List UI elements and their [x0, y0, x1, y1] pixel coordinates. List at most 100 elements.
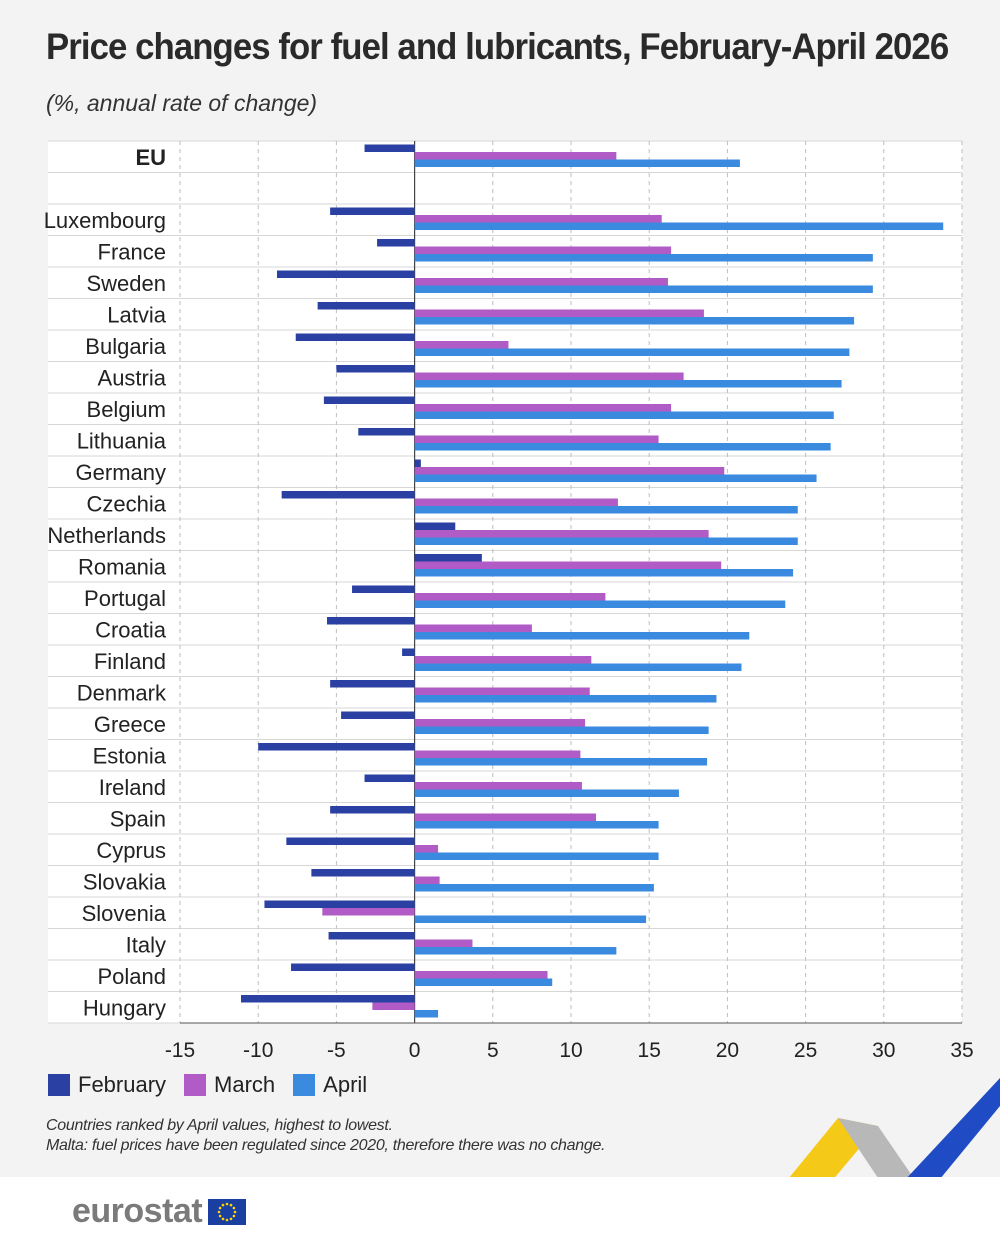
category-label-romania: Romania — [78, 554, 167, 579]
legend-swatch-march — [184, 1074, 207, 1096]
flag-star — [225, 1202, 229, 1205]
x-tick-label: -10 — [243, 1039, 273, 1062]
bar-march-netherlands — [414, 530, 709, 538]
category-label-austria: Austria — [98, 365, 167, 390]
flag-star — [232, 1214, 236, 1217]
category-label-portugal: Portugal — [84, 586, 166, 611]
bar-april-poland — [414, 978, 553, 986]
bar-february-finland — [402, 648, 415, 656]
flag-star — [217, 1210, 221, 1213]
bar-march-finland — [414, 656, 592, 664]
bar-february-germany — [414, 459, 421, 467]
row-band-slovakia — [48, 865, 962, 897]
x-tick-label: 25 — [794, 1039, 817, 1062]
bar-march-italy — [414, 939, 473, 947]
chart-notes: Countries ranked by April values, highes… — [46, 1116, 605, 1156]
legend: February March April — [48, 1072, 367, 1098]
bar-february-slovakia — [311, 869, 415, 877]
bar-april-eu — [414, 159, 740, 167]
bar-february-denmark — [330, 680, 415, 688]
bar-april-croatia — [414, 632, 750, 640]
bar-march-sweden — [414, 278, 668, 286]
category-label-estonia: Estonia — [93, 743, 167, 768]
bar-april-denmark — [414, 695, 717, 703]
bar-april-estonia — [414, 758, 708, 766]
bar-february-czechia — [281, 491, 415, 499]
category-label-croatia: Croatia — [95, 617, 167, 642]
bar-february-romania — [414, 554, 482, 562]
bar-april-germany — [414, 474, 817, 482]
flag-star — [218, 1214, 222, 1217]
category-label-finland: Finland — [94, 649, 166, 674]
x-tick-label: 30 — [872, 1039, 895, 1062]
category-label-france: France — [98, 239, 166, 264]
legend-label-march: March — [214, 1072, 276, 1097]
bar-april-slovenia — [414, 915, 647, 923]
category-label-latvia: Latvia — [107, 302, 166, 327]
bar-march-latvia — [414, 309, 704, 317]
x-tick-label: -15 — [165, 1039, 195, 1062]
bar-march-germany — [414, 467, 725, 475]
bar-march-cyprus — [414, 845, 439, 853]
row-band-gap — [48, 172, 962, 204]
x-axis-ticks: -15 -10 -5 0 5 10 15 20 25 30 35 — [165, 1039, 974, 1062]
ribbon-grey — [838, 1118, 926, 1196]
bar-february-spain — [330, 806, 415, 814]
ribbon-blue — [890, 1078, 1000, 1196]
note-ranking: Countries ranked by April values, highes… — [46, 1117, 393, 1134]
flag-star — [229, 1203, 233, 1206]
bar-march-slovakia — [414, 876, 440, 884]
x-tick-label: 35 — [950, 1039, 973, 1062]
bar-march-france — [414, 246, 672, 254]
category-label-spain: Spain — [110, 806, 166, 831]
category-label-lithuania: Lithuania — [77, 428, 167, 453]
flag-star — [221, 1217, 225, 1220]
bar-march-hungary — [372, 1002, 415, 1010]
bar-april-lithuania — [414, 443, 831, 451]
category-label-greece: Greece — [94, 712, 166, 737]
bar-february-cyprus — [286, 837, 415, 845]
bar-april-czechia — [414, 506, 798, 514]
bar-march-poland — [414, 971, 548, 979]
bar-april-luxembourg — [414, 222, 944, 230]
category-label-italy: Italy — [126, 932, 166, 957]
footer — [0, 1177, 1000, 1250]
row-band-cyprus — [48, 834, 962, 866]
bar-chart: EU Luxembourg France Sweden Latvia Bulgaria Au… — [44, 140, 974, 1062]
bar-march-lithuania — [414, 435, 659, 443]
bar-april-slovakia — [414, 884, 654, 892]
bar-march-croatia — [414, 624, 532, 632]
category-label-denmark: Denmark — [77, 680, 167, 705]
bar-april-netherlands — [414, 537, 798, 545]
category-label-poland: Poland — [97, 964, 166, 989]
bar-march-spain — [414, 813, 597, 821]
legend-item-march: March — [184, 1072, 275, 1098]
bar-april-latvia — [414, 317, 855, 325]
category-labels: EU Luxembourg France Sweden Latvia Bulgaria Au… — [44, 145, 167, 1021]
bar-april-greece — [414, 726, 709, 734]
bars — [240, 144, 944, 1018]
flag-star — [221, 1203, 225, 1206]
bar-march-denmark — [414, 687, 590, 695]
bar-march-ireland — [414, 782, 582, 790]
bar-april-finland — [414, 663, 742, 671]
row-bands — [48, 140, 962, 1024]
bar-march-luxembourg — [414, 215, 662, 223]
flag-star — [232, 1206, 236, 1209]
row-band-hungary — [48, 991, 962, 1023]
legend-item-april: April — [293, 1072, 367, 1098]
bar-february-estonia — [258, 743, 415, 751]
category-label-sweden: Sweden — [86, 271, 166, 296]
category-label-netherlands: Netherlands — [47, 523, 166, 548]
bar-march-estonia — [414, 750, 581, 758]
bar-february-eu — [364, 144, 415, 152]
chart-title: Price changes for fuel and lubricants, F… — [46, 26, 949, 67]
legend-swatch-april — [293, 1074, 316, 1096]
bar-february-bulgaria — [295, 333, 415, 341]
flag-star — [229, 1217, 233, 1220]
bar-february-italy — [328, 932, 415, 940]
bar-february-luxembourg — [330, 207, 415, 215]
category-label-belgium: Belgium — [87, 397, 166, 422]
bar-april-spain — [414, 821, 659, 829]
bar-april-italy — [414, 947, 617, 955]
